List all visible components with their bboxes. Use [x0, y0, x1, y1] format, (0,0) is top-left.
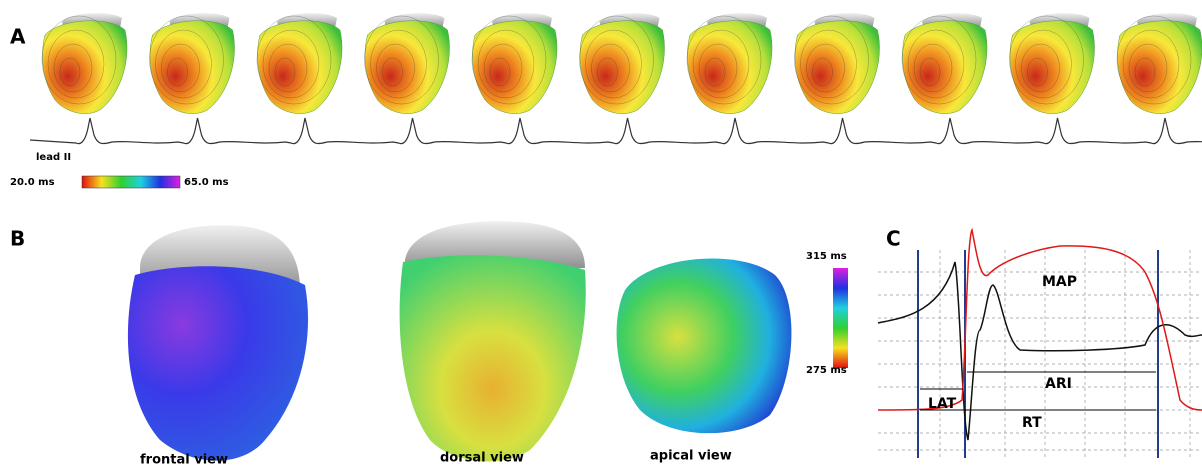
heart-map — [580, 21, 665, 114]
panel-label: A — [10, 25, 26, 49]
heart-map — [257, 21, 342, 114]
heart-frontal — [128, 266, 308, 460]
view-label: dorsal view — [440, 451, 524, 465]
map-trace — [878, 230, 1202, 410]
heart-map — [42, 21, 127, 114]
heart-apical — [617, 259, 792, 434]
panel-b: B frontal view dorsal view apical view 3… — [10, 221, 848, 465]
ecg-trace — [30, 118, 1202, 144]
ecg-trace — [878, 262, 1202, 440]
heart-map — [687, 21, 772, 114]
figure: A lead II 20.0 ms 65.0 ms B frontal view… — [0, 0, 1202, 465]
heart-map — [1010, 21, 1095, 114]
heart-map — [795, 21, 880, 114]
annotation: RT — [1022, 415, 1042, 431]
colorbar — [82, 176, 180, 188]
heart-map — [150, 21, 235, 114]
heart-map — [1117, 21, 1202, 114]
panel-a: A lead II 20.0 ms 65.0 ms — [10, 13, 1202, 188]
heart-maps — [42, 13, 1202, 114]
heart-map — [365, 21, 450, 114]
colorbar-min-label: 20.0 ms — [10, 177, 55, 188]
annotation: LAT — [928, 396, 957, 412]
colorbar-min-label: 275 ms — [806, 365, 847, 376]
colorbar-max-label: 315 ms — [806, 251, 847, 262]
heart-dorsal — [400, 255, 586, 461]
heart-map — [472, 21, 557, 114]
panel-label: C — [886, 227, 901, 251]
trace-label: lead II — [36, 152, 71, 163]
panel-label: B — [10, 227, 25, 251]
annotation: ARI — [1045, 376, 1072, 392]
panel-c: C MAP LAT ARI RT — [878, 227, 1202, 459]
colorbar — [833, 268, 848, 368]
heart-map — [902, 21, 987, 114]
view-label: apical view — [650, 449, 732, 464]
annotation: MAP — [1042, 274, 1077, 290]
colorbar-max-label: 65.0 ms — [184, 177, 229, 188]
view-label: frontal view — [140, 453, 228, 465]
